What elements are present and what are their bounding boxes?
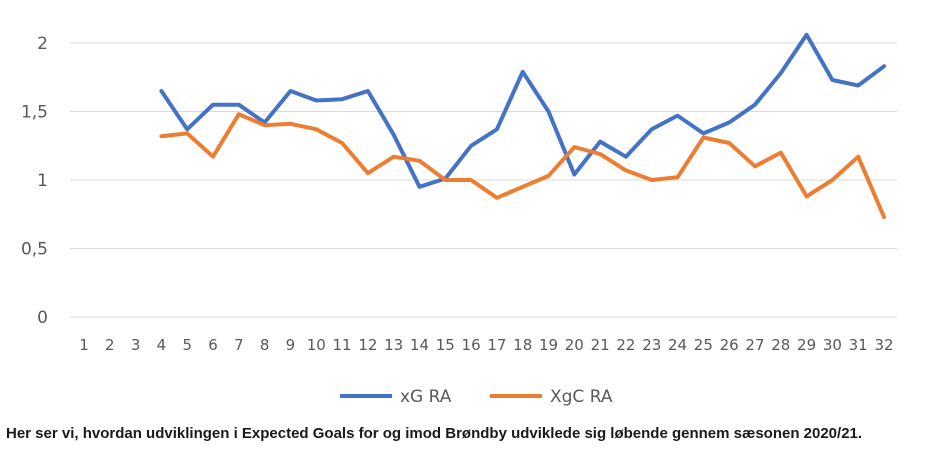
y-tick-label: 0 bbox=[37, 308, 48, 328]
x-tick-label: 4 bbox=[157, 336, 167, 354]
x-tick-label: 13 bbox=[384, 336, 403, 354]
x-tick-label: 8 bbox=[260, 336, 270, 354]
x-tick-label: 31 bbox=[849, 336, 868, 354]
x-tick-label: 16 bbox=[462, 336, 481, 354]
line-chart: 00,511,52 1 2 3 4 5 6 7 8 9 10 11 12 13 14 15 16 17 18 19 2… bbox=[21, 32, 897, 407]
x-tick-label: 30 bbox=[823, 336, 842, 354]
x-tick-label: 29 bbox=[797, 336, 816, 354]
x-tick-label: 2 bbox=[105, 336, 115, 354]
x-tick-label: 24 bbox=[668, 336, 687, 354]
x-tick-label: 3 bbox=[131, 336, 141, 354]
y-tick-label: 1 bbox=[37, 171, 48, 191]
x-tick-label: 20 bbox=[565, 336, 584, 354]
x-tick-label: 7 bbox=[234, 336, 244, 354]
y-tick-label: 0,5 bbox=[21, 240, 48, 260]
x-tick-label: 21 bbox=[591, 336, 610, 354]
x-tick-label: 1 bbox=[79, 336, 89, 354]
legend-label: xG RA bbox=[400, 387, 452, 407]
series-line-1 bbox=[159, 32, 886, 189]
x-tick-label: 10 bbox=[307, 336, 326, 354]
x-tick-label: 18 bbox=[513, 336, 532, 354]
x-tick-label: 22 bbox=[616, 336, 635, 354]
x-tick-label: 27 bbox=[745, 336, 764, 354]
x-tick-label: 25 bbox=[694, 336, 713, 354]
legend: xG RA XgC RA bbox=[340, 387, 613, 407]
x-tick-label: 17 bbox=[487, 336, 506, 354]
figure-caption: Her ser vi, hvordan udviklingen i Expect… bbox=[6, 425, 863, 442]
x-tick-label: 14 bbox=[410, 336, 429, 354]
legend-label: XgC RA bbox=[550, 387, 613, 407]
series-lines bbox=[159, 32, 886, 219]
x-axis-ticks: 1 2 3 4 5 6 7 8 9 10 11 12 13 14 15 16 17 18 19 20 21 22 23 24 2… bbox=[79, 336, 893, 354]
x-tick-label: 28 bbox=[771, 336, 790, 354]
y-tick-label: 1,5 bbox=[21, 103, 48, 123]
x-tick-label: 26 bbox=[720, 336, 739, 354]
series-line-2 bbox=[159, 112, 886, 219]
x-tick-label: 19 bbox=[539, 336, 558, 354]
x-tick-label: 6 bbox=[208, 336, 218, 354]
x-tick-label: 23 bbox=[642, 336, 661, 354]
x-tick-label: 9 bbox=[286, 336, 296, 354]
y-tick-label: 2 bbox=[37, 34, 48, 54]
x-tick-label: 12 bbox=[358, 336, 377, 354]
x-tick-label: 11 bbox=[333, 336, 352, 354]
y-axis-ticks: 0 0,5 1 1,5 2 bbox=[21, 34, 48, 328]
x-tick-label: 15 bbox=[436, 336, 455, 354]
x-tick-label: 32 bbox=[874, 336, 893, 354]
x-tick-label: 5 bbox=[182, 336, 192, 354]
